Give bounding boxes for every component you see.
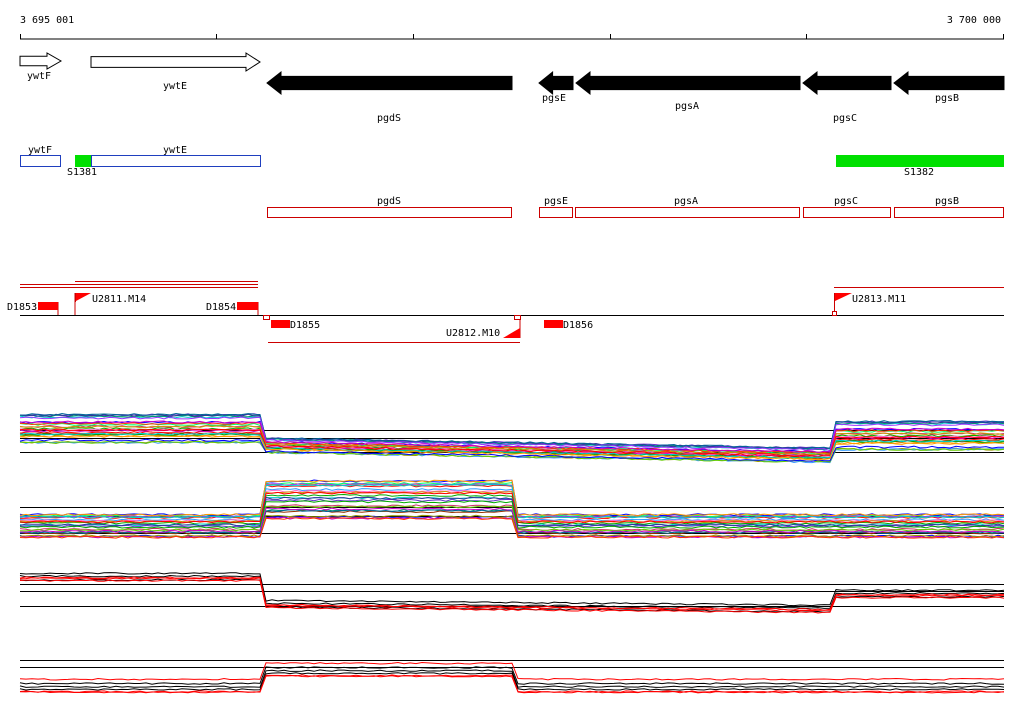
expression-trace (19, 416, 1005, 452)
annotation-label-ywtE: ywtE (163, 145, 187, 156)
end-coordinate-label: 3 700 000 (947, 15, 1001, 26)
expression-trace (19, 661, 1005, 681)
gene-label-pgsC[interactable]: pgsC (833, 113, 857, 124)
gene-arrow-pgsA[interactable] (575, 70, 801, 96)
expression-trace (19, 507, 1005, 533)
expression-panel-4 (19, 660, 1005, 694)
expression-trace (19, 491, 1005, 524)
ruler-ticks (20, 34, 1004, 39)
terminator-D1853[interactable] (38, 302, 58, 310)
expression-trace (19, 490, 1005, 523)
annotation-label-pgdS: pgdS (377, 196, 401, 207)
expression-trace (19, 496, 1005, 527)
gene-label-pgsA[interactable]: pgsA (675, 101, 699, 112)
annotation-track-blue: ywtF ywtE S1381 S1382 (20, 145, 1004, 178)
terminator-label-D1855: D1855 (290, 320, 320, 331)
annotation-box-pgsE[interactable] (539, 207, 573, 218)
annotation-box-pgsA[interactable] (575, 207, 800, 218)
annotation-label-ywtF: ywtF (28, 145, 52, 156)
tss-label-U2811: U2811.M14 (92, 294, 146, 305)
green-feature-S1382[interactable] (836, 155, 1004, 167)
expression-trace (19, 574, 1005, 609)
annotation-box-ywtF[interactable] (20, 155, 61, 167)
expression-trace (19, 414, 1005, 451)
gene-arrow-ywtE[interactable] (90, 52, 261, 72)
terminator-D1856[interactable] (544, 320, 563, 328)
tss-flag-U2811[interactable] (75, 293, 92, 302)
green-feature-label-S1381: S1381 (67, 167, 97, 178)
gene-label-pgsB[interactable]: pgsB (935, 93, 959, 104)
annotation-label-pgsE: pgsE (544, 196, 568, 207)
expression-panel-1 (19, 412, 1005, 464)
expression-trace (19, 432, 1005, 459)
terminator-label-D1856: D1856 (563, 320, 593, 331)
expression-trace (19, 434, 1005, 461)
gene-arrow-pgdS[interactable] (266, 70, 513, 96)
expression-trace (19, 428, 1005, 458)
annotation-box-pgdS[interactable] (267, 207, 512, 218)
expression-trace (19, 504, 1005, 531)
expression-trace (19, 422, 1005, 454)
transcript-track: D1853 D1854 D1855 D1856 U2811.M14 U2812.… (7, 281, 1004, 343)
connector (514, 315, 521, 320)
expression-trace (19, 666, 1005, 685)
gene-label-track: ywtF ywtE pgdS pgsE pgsA pgsC pgsB (27, 71, 959, 124)
gene-arrow-pgsB[interactable] (893, 70, 1005, 96)
expression-trace (19, 483, 1005, 519)
expression-panel-3 (19, 572, 1005, 614)
tss-label-U2813: U2813.M11 (852, 294, 906, 305)
tss-flag-U2812[interactable] (503, 328, 520, 338)
annotation-box-ywtE[interactable] (91, 155, 261, 167)
gene-arrow-track (19, 52, 1005, 96)
expression-trace (19, 669, 1005, 688)
green-feature-S1381[interactable] (75, 155, 91, 167)
annotation-box-pgsC[interactable] (803, 207, 891, 218)
expression-trace (19, 576, 1005, 611)
gene-label-pgdS[interactable]: pgdS (377, 113, 401, 124)
expression-trace (19, 500, 1005, 529)
annotation-label-pgsC: pgsC (834, 196, 858, 207)
expression-trace (19, 674, 1005, 693)
expression-trace (19, 572, 1005, 607)
expression-trace (19, 579, 1005, 614)
connector (832, 311, 837, 316)
expression-trace (19, 674, 1005, 694)
terminator-D1855[interactable] (271, 320, 290, 328)
annotation-track-red: pgdS pgsE pgsA pgsC pgsB (267, 196, 1004, 218)
start-coordinate-label: 3 695 001 (20, 15, 74, 26)
expression-trace (19, 420, 1005, 453)
expression-trace (19, 514, 1005, 538)
terminator-D1854[interactable] (237, 302, 258, 310)
connector (263, 315, 270, 320)
gene-arrow-pgsC[interactable] (802, 70, 892, 96)
expression-trace (19, 412, 1005, 450)
coordinate-ruler: 3 695 001 3 700 000 (20, 15, 1004, 40)
green-feature-label-S1382: S1382 (904, 167, 934, 178)
expression-trace (19, 438, 1005, 462)
tss-label-U2812: U2812.M10 (446, 328, 500, 339)
gene-label-ywtF[interactable]: ywtF (27, 71, 51, 82)
terminator-label-D1854: D1854 (206, 302, 236, 313)
expression-trace (19, 517, 1005, 539)
gene-label-pgsE[interactable]: pgsE (542, 93, 566, 104)
gene-arrow-ywtF[interactable] (19, 52, 63, 70)
gene-label-ywtE[interactable]: ywtE (163, 81, 187, 92)
annotation-label-pgsB: pgsB (935, 196, 959, 207)
annotation-box-pgsB[interactable] (894, 207, 1004, 218)
expression-trace (19, 479, 1005, 517)
terminator-label-D1853: D1853 (7, 302, 37, 313)
tss-flag-U2813[interactable] (834, 293, 853, 311)
expression-trace (19, 505, 1005, 532)
gene-arrow-pgsE[interactable] (538, 70, 574, 96)
annotation-label-pgsA: pgsA (674, 196, 698, 207)
expression-panel-2 (19, 479, 1005, 539)
expression-trace (19, 672, 1005, 691)
